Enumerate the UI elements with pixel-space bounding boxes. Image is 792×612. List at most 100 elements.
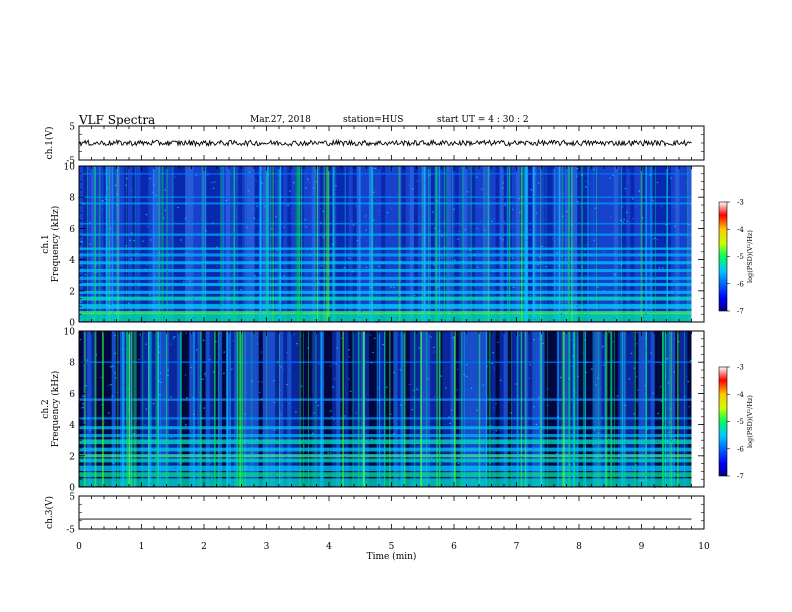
noise-speck	[673, 462, 675, 464]
emission-burst	[153, 166, 155, 322]
noise-speck	[128, 303, 130, 305]
noise-speck	[530, 189, 532, 191]
emission-burst	[357, 331, 360, 487]
noise-speck	[273, 429, 276, 431]
noise-speck	[640, 480, 642, 482]
noise-speck	[600, 319, 602, 321]
spectrogram-column	[560, 166, 566, 322]
emission-burst	[539, 331, 541, 487]
spectrogram-column	[638, 166, 643, 322]
emission-burst	[509, 166, 511, 322]
noise-speck	[580, 290, 582, 292]
noise-speck	[157, 397, 160, 400]
spectrogram-column	[128, 166, 133, 322]
noise-speck	[620, 296, 622, 298]
spectrogram-column	[123, 331, 129, 487]
emission-burst	[342, 331, 344, 487]
noise-speck	[105, 448, 107, 450]
noise-speck	[528, 377, 531, 380]
noise-speck	[593, 239, 595, 241]
noise-speck	[638, 253, 641, 256]
noise-speck	[684, 395, 686, 397]
noise-speck	[94, 389, 96, 391]
chart-title: VLF Spectra	[79, 113, 156, 127]
spectrogram-column	[348, 331, 353, 487]
noise-speck	[400, 439, 403, 442]
emission-burst	[671, 331, 673, 487]
spectrogram-column	[254, 166, 260, 322]
noise-speck	[400, 404, 402, 406]
emission-burst	[483, 166, 485, 322]
noise-speck	[557, 416, 559, 418]
noise-speck	[108, 412, 110, 414]
noise-speck	[209, 359, 211, 361]
spectrogram-column	[430, 331, 435, 487]
spectrogram-column	[238, 166, 243, 322]
noise-speck	[488, 287, 490, 289]
spectrogram-column	[581, 331, 586, 487]
spectrogram-column	[250, 331, 255, 487]
noise-speck	[583, 462, 586, 464]
noise-speck	[185, 424, 187, 426]
spectrogram-column	[226, 331, 231, 487]
noise-speck	[454, 259, 456, 261]
noise-speck	[247, 190, 250, 192]
noise-speck	[430, 336, 432, 338]
noise-speck	[89, 222, 91, 224]
spectrogram-column	[356, 166, 362, 322]
emission-burst	[87, 166, 88, 322]
noise-speck	[631, 303, 633, 305]
noise-speck	[322, 246, 325, 248]
noise-speck	[418, 347, 421, 349]
spectrogram-column	[634, 166, 639, 322]
y-axis-label-secondary: Frequency (kHz)	[50, 206, 61, 283]
noise-speck	[670, 177, 672, 179]
noise-speck	[380, 315, 382, 317]
start-time-label: start UT = 4 : 30 : 2	[437, 115, 529, 125]
noise-speck	[686, 478, 689, 480]
noise-speck	[585, 485, 587, 487]
spectrogram-column	[577, 166, 582, 322]
spectrogram-column	[319, 166, 325, 322]
spectrogram-column	[164, 166, 170, 322]
noise-speck	[645, 253, 648, 255]
emission-burst	[98, 166, 101, 322]
noise-speck	[613, 317, 616, 319]
noise-speck	[348, 378, 350, 380]
noise-speck	[193, 413, 195, 415]
noise-speck	[158, 345, 160, 348]
spectrogram-column	[503, 166, 509, 322]
noise-speck	[179, 433, 181, 435]
noise-speck	[531, 396, 534, 398]
spectrogram-column	[450, 166, 456, 322]
spectrogram-column	[454, 166, 460, 322]
noise-speck	[397, 441, 400, 443]
emission-burst	[369, 166, 371, 322]
noise-speck	[203, 407, 205, 409]
emission-burst	[595, 331, 597, 487]
noise-speck	[690, 202, 692, 205]
noise-speck	[205, 230, 207, 232]
noise-speck	[331, 416, 333, 418]
noise-speck	[684, 256, 687, 258]
noise-speck	[585, 275, 587, 277]
y-tick-label: -5	[66, 526, 75, 536]
noise-speck	[286, 383, 288, 385]
noise-speck	[129, 239, 131, 241]
noise-speck	[101, 199, 103, 202]
noise-speck	[79, 338, 82, 340]
emission-burst	[540, 331, 543, 487]
noise-speck	[580, 472, 582, 474]
noise-speck	[537, 182, 540, 184]
y-tick-label: 6	[69, 390, 75, 400]
spectrogram-column	[275, 166, 280, 322]
spectrogram-column	[136, 166, 141, 322]
noise-speck	[307, 178, 309, 180]
x-axis-label: Time (min)	[367, 551, 417, 562]
noise-speck	[589, 449, 592, 451]
station-label: station=HUS	[343, 115, 404, 125]
spectrogram-column	[483, 166, 488, 322]
spectrogram-column	[311, 166, 317, 322]
noise-speck	[687, 380, 689, 383]
noise-speck	[643, 479, 646, 481]
